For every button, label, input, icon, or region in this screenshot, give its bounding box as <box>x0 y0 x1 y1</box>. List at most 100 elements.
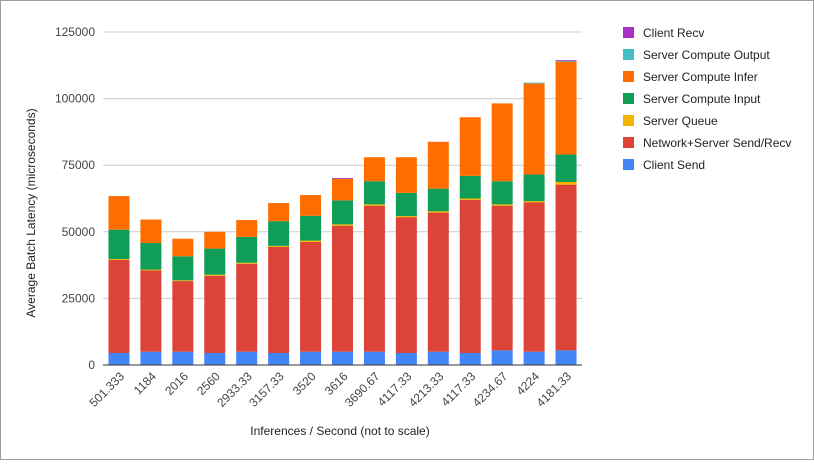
bar-segment <box>236 263 258 352</box>
x-tick-label: 1184 <box>131 369 159 397</box>
bar-segment <box>555 181 577 185</box>
legend: Client Recv Server Compute Output Server C… <box>623 26 791 172</box>
legend-item: Network+Server Send/Recv <box>623 136 791 150</box>
bar-segment <box>395 217 417 354</box>
legend-label: Client Recv <box>643 26 704 40</box>
bar-segment <box>108 353 130 365</box>
bar-segment <box>427 141 449 189</box>
bar-segment <box>332 224 353 226</box>
bar-segment <box>300 240 322 242</box>
bar-segment <box>300 241 322 352</box>
bar-segment <box>268 245 290 247</box>
x-tick-label: 3520 <box>290 369 319 398</box>
legend-swatch <box>623 137 634 148</box>
x-tick-label: 4224 <box>513 369 542 398</box>
bar-segment <box>268 203 290 222</box>
bar-segment <box>523 83 545 175</box>
bar-segment <box>523 174 545 202</box>
bar-segment <box>555 350 577 365</box>
x-tick-label: 4213.33 <box>406 369 447 410</box>
legend-swatch <box>623 93 634 104</box>
legend-item: Client Send <box>623 158 705 172</box>
bar-segment <box>395 353 417 365</box>
bar-segment <box>204 231 226 249</box>
bar-segment <box>204 275 226 354</box>
bar-segment <box>395 192 417 217</box>
legend-item: Server Queue <box>623 114 718 128</box>
legend-label: Server Queue <box>643 114 718 128</box>
legend-item: Client Recv <box>623 26 704 40</box>
bar-segment <box>555 61 577 155</box>
bar-segment <box>108 196 130 230</box>
bar-segment <box>204 353 226 365</box>
bar-segment <box>236 236 258 263</box>
bar-segment <box>236 262 258 264</box>
bar-segment <box>395 157 417 193</box>
bars <box>103 59 582 366</box>
bar-segment <box>363 204 385 206</box>
bar-segment <box>204 274 226 276</box>
bar-segment <box>172 256 194 281</box>
bar-segment <box>204 248 226 275</box>
legend-swatch <box>623 27 634 38</box>
bar-segment <box>459 353 481 365</box>
x-tick-label: 3616 <box>322 369 351 398</box>
bar-segment <box>108 259 130 354</box>
bar-segment <box>172 281 194 352</box>
bar-segment <box>300 351 322 365</box>
y-tick-labels: 0 25000 50000 75000 100000 125000 <box>55 25 95 372</box>
bar-segment <box>332 351 353 365</box>
bar-segment <box>332 178 353 201</box>
y-axis-label: Average Batch Latency (microseconds) <box>24 108 38 317</box>
y-tick-label: 25000 <box>62 291 96 305</box>
bar-segment <box>140 270 162 352</box>
x-tick-label: 3157.33 <box>246 369 287 410</box>
bar-segment <box>491 350 513 365</box>
bar-segment <box>555 60 577 62</box>
legend-label: Client Send <box>643 158 705 172</box>
bar-segment <box>555 184 577 351</box>
y-tick-label: 75000 <box>62 158 96 172</box>
legend-swatch <box>623 115 634 126</box>
y-tick-label: 50000 <box>62 225 96 239</box>
bar-segment <box>427 212 449 352</box>
legend-item: Server Compute Input <box>623 92 761 106</box>
x-tick-label: 2560 <box>194 369 223 398</box>
bar-segment <box>459 117 481 176</box>
x-axis-label: Inferences / Second (not to scale) <box>250 424 429 438</box>
bar-segment <box>300 195 322 216</box>
y-tick-label: 125000 <box>55 25 95 39</box>
bar-segment <box>108 229 130 259</box>
bar-segment <box>523 202 545 352</box>
bar-segment <box>491 103 513 182</box>
y-tick-label: 0 <box>88 358 95 372</box>
legend-item: Server Compute Output <box>623 48 770 62</box>
bar-segment <box>523 351 545 365</box>
legend-swatch <box>623 71 634 82</box>
bar-segment <box>140 219 162 243</box>
legend-label: Network+Server Send/Recv <box>643 136 791 150</box>
bar-segment <box>332 200 353 225</box>
bar-segment <box>332 225 353 352</box>
x-tick-label: 4234.67 <box>470 369 511 410</box>
legend-item: Server Compute Infer <box>623 70 758 84</box>
bar-segment <box>459 175 481 199</box>
bar-segment <box>427 211 449 213</box>
bar-segment <box>332 177 353 179</box>
bar-segment <box>172 351 194 365</box>
legend-swatch <box>623 49 634 60</box>
legend-swatch <box>623 159 634 170</box>
bar-segment <box>363 181 385 205</box>
bar-segment <box>268 246 290 354</box>
x-tick-label: 2016 <box>162 369 191 398</box>
bar-segment <box>555 154 577 182</box>
bar-segment <box>236 220 258 237</box>
y-tick-label: 100000 <box>55 92 95 106</box>
bar-segment <box>140 351 162 365</box>
x-tick-label: 501.333 <box>87 369 128 410</box>
bar-segment <box>427 351 449 365</box>
x-tick-label: 4181.33 <box>534 369 575 410</box>
bar-segment <box>459 198 481 200</box>
